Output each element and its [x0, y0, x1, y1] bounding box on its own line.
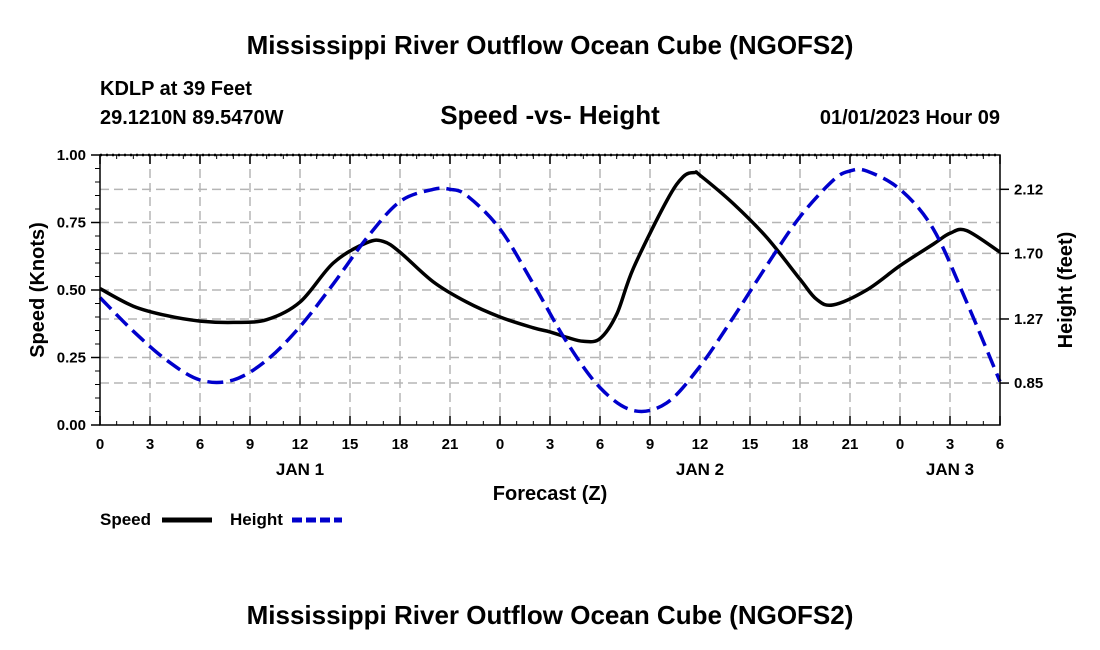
axes: 0 3 6 9 12 15 18 21 0 3 6 9 12 15 18 21 0 3 6 JAN 1 JAN 2 JAN… [57, 147, 1043, 479]
x-tick-label: 15 [742, 436, 759, 453]
x-tick-label: 6 [596, 436, 604, 453]
station-coordinates: 29.1210N 89.5470W [100, 107, 284, 129]
y-axis-label-left: Speed (Knots) [27, 222, 49, 358]
x-tick-label: 15 [342, 436, 359, 453]
y-axis-label-right: Height (feet) [1055, 232, 1077, 349]
y2-tick-label: 0.85 [1014, 375, 1043, 392]
legend-height-label: Height [230, 510, 283, 529]
x-tick-label: 21 [442, 436, 459, 453]
x-tick-label: 3 [146, 436, 154, 453]
legend: Speed Height [100, 510, 342, 529]
y-tick-label: 1.00 [57, 147, 86, 164]
y-tick-label: 0.00 [57, 417, 86, 434]
x-day-label: JAN 1 [276, 460, 324, 479]
x-tick-label: 18 [392, 436, 409, 453]
x-tick-label: 6 [996, 436, 1004, 453]
x-axis-label: Forecast (Z) [493, 483, 607, 505]
x-tick-label: 21 [842, 436, 859, 453]
y2-tick-label: 1.70 [1014, 245, 1043, 262]
y-tick-label: 0.25 [57, 350, 86, 367]
x-tick-label: 3 [546, 436, 554, 453]
grid [100, 155, 1000, 425]
x-tick-label: 3 [946, 436, 954, 453]
x-tick-label: 9 [246, 436, 254, 453]
x-tick-label: 9 [646, 436, 654, 453]
series-layer [98, 167, 1002, 414]
y-tick-label: 0.75 [57, 215, 86, 232]
y2-tick-label: 2.12 [1014, 181, 1043, 198]
x-tick-label: 0 [896, 436, 904, 453]
chart-subtitle: Speed -vs- Height [440, 100, 660, 130]
x-day-label: JAN 2 [676, 460, 724, 479]
footer-title: Mississippi River Outflow Ocean Cube (NG… [246, 600, 854, 630]
height-series-line [98, 167, 1002, 414]
x-day-label: JAN 3 [926, 460, 974, 479]
y2-tick-label: 1.27 [1014, 311, 1043, 328]
station-label: KDLP at 39 Feet [100, 78, 252, 100]
x-tick-label: 12 [292, 436, 309, 453]
x-tick-label: 12 [692, 436, 709, 453]
y-tick-label: 0.50 [57, 282, 86, 299]
chart-main-title: Mississippi River Outflow Ocean Cube (NG… [246, 30, 854, 60]
forecast-datetime: 01/01/2023 Hour 09 [819, 107, 1000, 129]
x-tick-label: 6 [196, 436, 204, 453]
legend-speed-label: Speed [100, 510, 151, 529]
x-tick-label: 0 [96, 436, 104, 453]
x-tick-label: 18 [792, 436, 809, 453]
x-tick-label: 0 [496, 436, 504, 453]
speed-series-line [99, 170, 1001, 344]
